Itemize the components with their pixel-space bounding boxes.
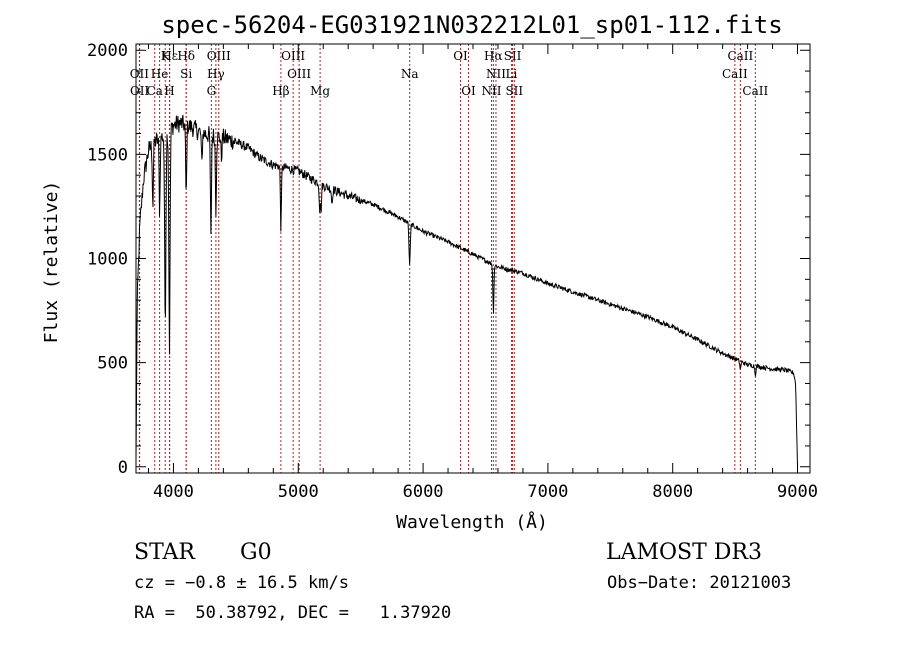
line-label-11: Si [180, 67, 192, 81]
line-label-15: NII [486, 67, 506, 81]
line-label-8: CaII [727, 49, 753, 63]
x-tick-label-2: 6000 [403, 482, 444, 502]
x-tick-label-3: 7000 [527, 482, 568, 502]
line-label-2: Hδ [177, 49, 195, 63]
line-label-20: H [164, 84, 174, 98]
y-tick-label-4: 2000 [87, 41, 128, 61]
object-subclass: G0 [240, 540, 272, 565]
line-label-14: Na [401, 67, 419, 81]
line-label-22: Hβ [272, 84, 289, 98]
line-label-12: Hγ [207, 67, 225, 81]
x-tick-label-5: 9000 [777, 482, 818, 502]
emission-line-markers [138, 44, 756, 473]
line-label-24: OI [461, 84, 476, 98]
y-axis-label: Flux (relative) [41, 181, 62, 344]
line-label-16: Li [506, 67, 518, 81]
survey-name: LAMOST DR3 [606, 540, 762, 565]
y-tick-label-0: 0 [118, 458, 128, 478]
x-axis-label: Wavelength (Å) [396, 511, 548, 533]
line-label-26: SII [505, 84, 523, 98]
line-label-4: OIII [281, 49, 305, 63]
spectrum-curve [135, 114, 798, 467]
line-label-6: Hα [484, 49, 503, 63]
x-tick-label-0: 4000 [153, 482, 194, 502]
ra-dec-readout: RA = 50.38792, DEC = 1.37920 [134, 603, 452, 623]
x-axis-ticks: 4000 5000 6000 7000 8000 9000 [147, 44, 818, 502]
y-tick-label-3: 1500 [87, 145, 128, 165]
chart-title: spec-56204-EG031921N032212L01_sp01-112.f… [161, 11, 782, 39]
x-tick-label-1: 5000 [278, 482, 319, 502]
x-tick-label-4: 8000 [652, 482, 693, 502]
line-label-7: SII [504, 49, 522, 63]
line-label-9: OII [130, 67, 150, 81]
line-label-23: Mg [310, 84, 330, 98]
line-label-21: G [207, 84, 217, 98]
object-class: STAR [134, 540, 195, 565]
line-label-19: Ca [147, 84, 163, 98]
y-tick-label-2: 1000 [87, 250, 128, 270]
line-label-27: CaII [742, 84, 768, 98]
y-axis-ticks: 0 500 1000 1500 2000 [87, 41, 810, 478]
line-label-17: CaII [722, 67, 748, 81]
line-label-1: K [161, 49, 171, 63]
line-label-18: OII [130, 84, 150, 98]
redshift-readout: cz = −0.8 ± 16.5 km/s [134, 573, 349, 593]
line-label-25: NII [481, 84, 501, 98]
line-label-3: OIII [207, 49, 231, 63]
plot-frame [135, 43, 811, 474]
y-tick-label-1: 500 [97, 354, 128, 374]
obs-date: Obs−Date: 20121003 [607, 573, 792, 593]
line-label-5: OI [453, 49, 468, 63]
line-label-13: OIII [287, 67, 311, 81]
line-label-10: He [151, 67, 169, 81]
